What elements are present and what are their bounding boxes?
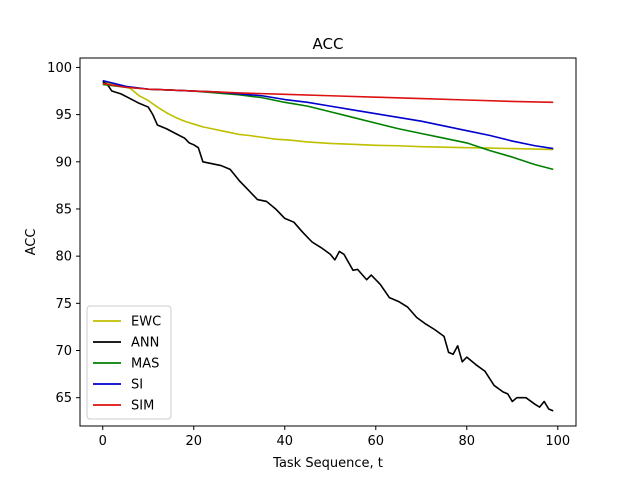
legend-label-mas: MAS	[131, 357, 159, 372]
y-tick-label: 95	[55, 108, 72, 123]
y-tick-label: 65	[55, 391, 72, 406]
x-tick-label: 0	[99, 434, 107, 449]
series-line-ewc	[102, 81, 554, 151]
series-line-ann	[102, 80, 554, 412]
y-tick-label: 90	[55, 155, 72, 170]
plot-area-frame	[79, 57, 577, 427]
legend-label-ann: ANN	[131, 336, 159, 351]
legend-label-si: SI	[131, 378, 143, 393]
legend-box	[86, 305, 172, 420]
x-axis-ticks: 0 20 40 60 80 100	[99, 426, 570, 449]
y-tick-label: 70	[55, 344, 72, 359]
x-axis-label: Task Sequence, t	[272, 456, 383, 471]
y-tick-label: 85	[55, 202, 72, 217]
x-tick-label: 60	[368, 434, 385, 449]
y-tick-label: 75	[55, 297, 72, 312]
x-tick-label: 100	[545, 434, 570, 449]
y-axis-label: ACC	[24, 229, 39, 256]
x-tick-label: 40	[276, 434, 293, 449]
x-tick-label: 20	[185, 434, 202, 449]
legend-label-sim: SIM	[131, 399, 154, 414]
x-tick-label: 80	[459, 434, 476, 449]
y-tick-label: 80	[55, 250, 72, 265]
series-layer	[102, 79, 554, 412]
legend-label-ewc: EWC	[131, 315, 161, 330]
chart-title: ACC	[313, 35, 344, 53]
y-tick-label: 100	[47, 61, 72, 76]
series-line-sim	[102, 82, 554, 104]
legend: EWC ANN MAS SI SIM	[86, 305, 172, 420]
y-axis-ticks: 65 70 75 80 85 90 95 100	[47, 61, 80, 406]
